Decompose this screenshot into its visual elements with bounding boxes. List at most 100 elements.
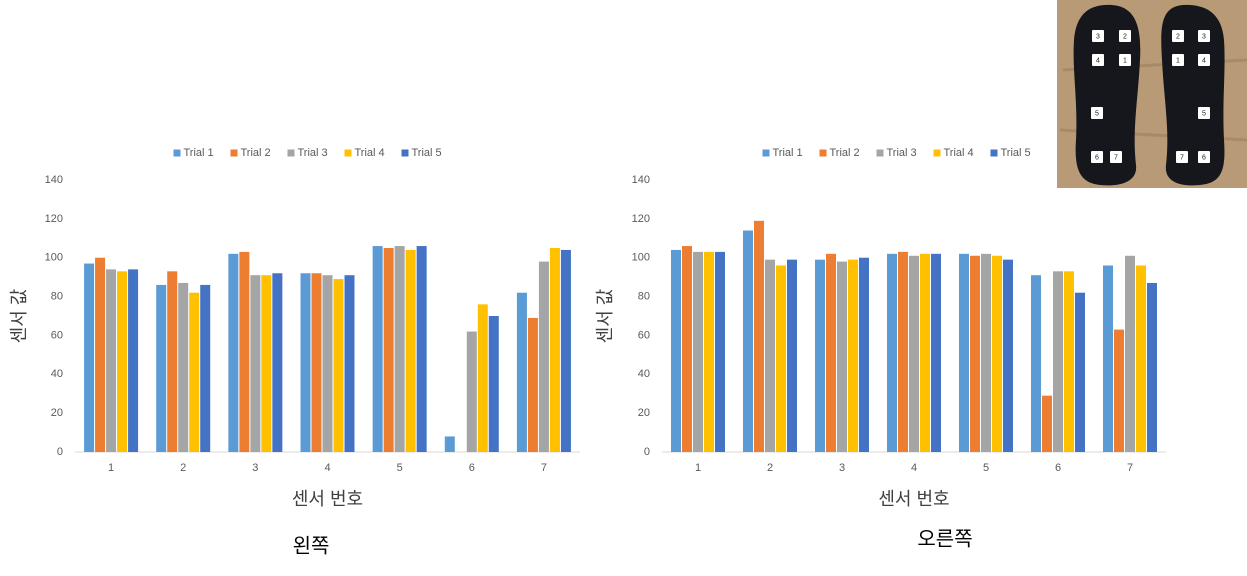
bar [189, 292, 200, 452]
bar [682, 246, 692, 452]
y-tick-label: 60 [51, 329, 63, 341]
bar [538, 261, 549, 452]
y-tick-label: 0 [644, 446, 650, 458]
sensor-pad [1091, 151, 1103, 163]
sensor-pad [1172, 54, 1184, 66]
y-axis-title: 센서 값 [595, 289, 615, 344]
sensor-label: 3 [1096, 33, 1100, 40]
y-tick-label: 100 [632, 252, 650, 264]
bar [477, 304, 488, 452]
bar [815, 259, 825, 452]
bar [488, 316, 499, 452]
legend-swatch [819, 149, 827, 157]
sensor-label: 4 [1096, 57, 1100, 64]
y-tick-label: 0 [57, 446, 63, 458]
sensor-pad [1172, 30, 1184, 42]
bar [311, 273, 322, 452]
bar [1031, 275, 1041, 452]
bar [671, 249, 681, 452]
bar [156, 284, 167, 452]
legend-label: Trial 2 [241, 147, 271, 159]
sensor-pad [1092, 30, 1104, 42]
bar [333, 279, 344, 452]
bar [898, 251, 908, 452]
bar [383, 248, 394, 452]
bar [920, 253, 930, 452]
sensor-label: 3 [1202, 33, 1206, 40]
legend-label: Trial 4 [944, 147, 974, 159]
bar [848, 259, 858, 452]
y-tick-label: 80 [51, 290, 63, 302]
insole-photo [1057, 0, 1247, 188]
sensor-label: 5 [1202, 110, 1206, 117]
chart-caption: 왼쪽 [293, 534, 330, 557]
legend-swatch [401, 149, 409, 157]
legend-swatch [173, 149, 181, 157]
sensor-pad [1198, 30, 1210, 42]
sensor-label: 6 [1095, 154, 1099, 161]
bar [909, 255, 919, 452]
x-tick-label: 2 [180, 462, 186, 474]
sensor-label: 1 [1176, 57, 1180, 64]
bar [344, 275, 355, 452]
bar [981, 253, 991, 452]
y-tick-label: 120 [45, 213, 63, 225]
bar [859, 257, 869, 452]
left-insole [1073, 4, 1141, 186]
sensor-label: 7 [1180, 154, 1184, 161]
legend-swatch [344, 149, 352, 157]
bar [1064, 271, 1074, 452]
bar [826, 253, 836, 452]
bar [693, 251, 703, 452]
y-tick-label: 40 [638, 368, 650, 380]
bar [84, 263, 95, 452]
bar [970, 255, 980, 452]
legend-label: Trial 5 [1001, 147, 1031, 159]
y-tick-label: 120 [632, 213, 650, 225]
bar [178, 282, 189, 452]
sensor-pad [1092, 54, 1104, 66]
bar [167, 271, 178, 452]
bar [95, 257, 106, 452]
bar [887, 253, 897, 452]
bar [300, 273, 311, 452]
bar [1103, 265, 1113, 452]
bar [837, 261, 847, 452]
bar [560, 249, 571, 452]
bar [322, 275, 333, 452]
legend-swatch [762, 149, 770, 157]
right-insole [1161, 4, 1225, 186]
x-axis-title: 센서 번호 [878, 489, 949, 509]
bar [416, 246, 427, 452]
x-tick-label: 4 [324, 462, 330, 474]
bar [765, 259, 775, 452]
bar [466, 331, 477, 452]
bar [250, 275, 261, 452]
bar [516, 292, 527, 452]
legend-label: Trial 5 [412, 147, 442, 159]
x-tick-label: 2 [767, 462, 773, 474]
x-tick-label: 4 [911, 462, 917, 474]
legend-label: Trial 2 [830, 147, 860, 159]
bar [106, 269, 117, 452]
legend-swatch [990, 149, 998, 157]
bar [1053, 271, 1063, 452]
y-tick-label: 80 [638, 290, 650, 302]
y-tick-label: 60 [638, 329, 650, 341]
bar [1003, 259, 1013, 452]
sensor-pad [1198, 151, 1210, 163]
legend-label: Trial 1 [184, 147, 214, 159]
bar [1042, 395, 1052, 452]
legend-label: Trial 3 [298, 147, 328, 159]
bar [405, 249, 416, 452]
bar [959, 253, 969, 452]
bar [372, 246, 383, 452]
bar [743, 230, 753, 452]
y-tick-label: 20 [51, 407, 63, 419]
sensor-pad [1119, 30, 1131, 42]
bar [704, 251, 714, 452]
legend-label: Trial 1 [773, 147, 803, 159]
bar [992, 255, 1002, 452]
legend-swatch [287, 149, 295, 157]
